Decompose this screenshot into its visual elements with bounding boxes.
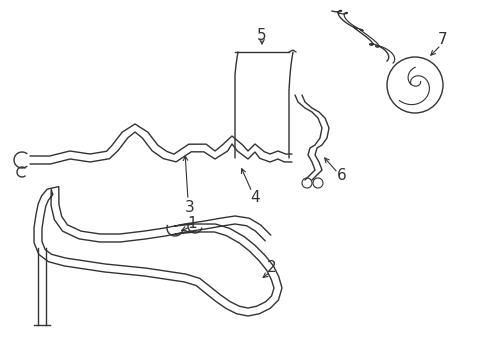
Text: 4: 4: [250, 190, 259, 206]
Text: 7: 7: [437, 32, 447, 48]
Text: 3: 3: [185, 199, 195, 215]
Text: 6: 6: [336, 167, 346, 183]
Text: 5: 5: [257, 27, 266, 42]
Text: 2: 2: [266, 261, 276, 275]
Text: 1: 1: [187, 216, 196, 230]
